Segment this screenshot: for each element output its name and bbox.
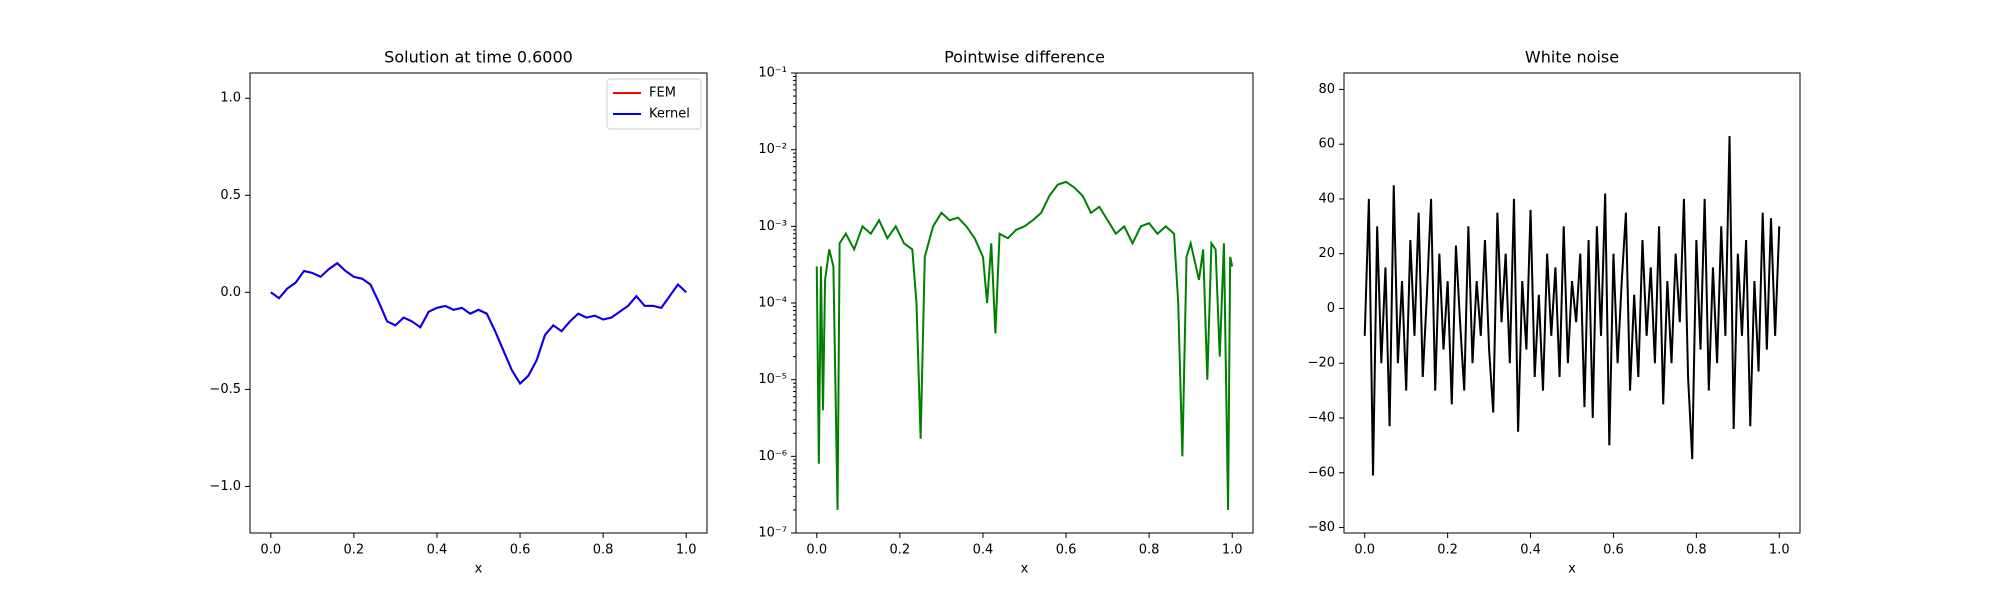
x-tick-label: 0.6 [1056, 543, 1077, 558]
axes-frame [795, 72, 1254, 534]
y-tick-label: −40 [1308, 411, 1335, 426]
subplot: Pointwise difference x 0.0 0.2 0.4 0.6 0.8 1.0 1… [758, 48, 1254, 577]
y-tick-label: 10⁻³ [758, 219, 787, 234]
x-tick-label: 0.4 [427, 543, 448, 558]
x-tick-label: 0.0 [260, 543, 281, 558]
y-tick-label: 10⁻² [758, 142, 787, 157]
x-tick-label: 0.8 [1686, 543, 1707, 558]
x-tick-label: 0.6 [1603, 543, 1624, 558]
x-tick-label: 0.2 [344, 543, 365, 558]
y-tick-label: −20 [1308, 356, 1335, 371]
data-line [1363, 135, 1781, 476]
x-tick-label: 0.8 [1139, 543, 1160, 558]
data-line [270, 261, 687, 386]
y-tick-label: −80 [1308, 520, 1335, 535]
x-tick-label: 0.4 [973, 543, 994, 558]
chart-title: Solution at time 0.6000 [384, 48, 573, 67]
x-tick-label: 1.0 [1769, 543, 1790, 558]
x-axis-label: x [1021, 562, 1029, 577]
x-tick-label: 0.2 [890, 543, 911, 558]
subplot: Solution at time 0.6000 x 0.0 0.2 0.4 0.6 0.8 1… [209, 48, 708, 577]
data-line [815, 180, 1234, 510]
y-tick-label: −0.5 [209, 382, 241, 397]
x-tick-label: 0.8 [593, 543, 614, 558]
legend-label: Kernel [649, 107, 690, 122]
legend-box [606, 78, 702, 130]
x-tick-label: 0.0 [806, 543, 827, 558]
legend-label: FEM [649, 86, 676, 101]
data-line [270, 261, 687, 386]
y-tick-label: 10⁻¹ [758, 66, 787, 81]
chart-title: Pointwise difference [944, 48, 1105, 67]
subplot: White noise x 0.0 0.2 0.4 0.6 0.8 1.0 −80 −60 −40 −… [1308, 48, 1801, 577]
axes-frame [1343, 72, 1801, 534]
x-tick-label: 1.0 [676, 543, 697, 558]
y-tick-label: −1.0 [209, 479, 241, 494]
y-tick-label: 0.5 [220, 188, 241, 203]
axes-frame [249, 72, 708, 534]
x-tick-label: 0.6 [510, 543, 531, 558]
y-tick-label: 1.0 [220, 91, 241, 106]
y-tick-label: 0.0 [220, 285, 241, 300]
y-tick-label: 80 [1318, 82, 1335, 97]
y-tick-label: 0 [1327, 301, 1335, 316]
y-tick-label: 10⁻⁷ [758, 526, 787, 541]
x-tick-label: 0.4 [1520, 543, 1541, 558]
x-axis-label: x [475, 562, 483, 577]
y-tick-label: 10⁻⁶ [758, 449, 787, 464]
y-tick-label: 60 [1318, 137, 1335, 152]
y-tick-label: −60 [1308, 465, 1335, 480]
y-tick-label: 20 [1318, 246, 1335, 261]
x-tick-label: 1.0 [1222, 543, 1243, 558]
y-tick-label: 10⁻⁴ [758, 296, 787, 311]
x-axis-label: x [1568, 562, 1576, 577]
x-tick-label: 0.2 [1437, 543, 1458, 558]
chart-title: White noise [1525, 48, 1619, 67]
y-tick-label: 40 [1318, 191, 1335, 206]
y-tick-label: 10⁻⁵ [758, 372, 787, 387]
x-tick-label: 0.0 [1354, 543, 1375, 558]
